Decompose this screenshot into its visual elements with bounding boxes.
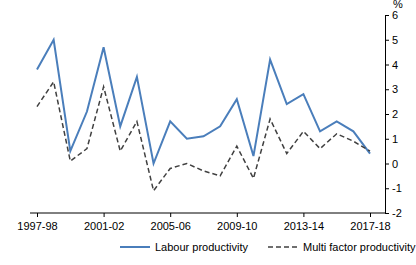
legend-label: Labour productivity (155, 241, 248, 253)
x-tick: 1997-98 (17, 213, 57, 232)
y-tick-label: 3 (392, 83, 398, 95)
x-tick-mark (237, 213, 238, 217)
y-tick-label: 5 (392, 34, 398, 46)
y-tick: -2 (385, 207, 402, 219)
x-tick-label: 2001-02 (84, 220, 124, 232)
y-tick-mark (385, 15, 389, 16)
x-tick: 2005-06 (151, 213, 191, 232)
x-tick-mark (303, 213, 304, 217)
y-tick-label: 2 (392, 108, 398, 120)
x-tick-label: 2017-18 (350, 220, 390, 232)
x-axis-line (30, 213, 385, 214)
x-tick: 2017-18 (350, 213, 390, 232)
y-tick-mark (385, 65, 389, 66)
x-tick-label: 2009-10 (217, 220, 257, 232)
series-line (37, 82, 370, 191)
x-tick-mark (104, 213, 105, 217)
chart: 1997-982001-022005-062009-102013-142017-… (0, 0, 416, 265)
y-tick-label: -1 (392, 182, 402, 194)
x-tick: 2009-10 (217, 213, 257, 232)
plot-area (37, 40, 370, 191)
y-tick-label: 4 (392, 59, 398, 71)
x-tick-mark (370, 213, 371, 217)
x-tick-label: 2013-14 (284, 220, 324, 232)
x-tick: 2001-02 (84, 213, 124, 232)
y-tick: 1 (385, 133, 398, 145)
x-tick-label: 2005-06 (151, 220, 191, 232)
y-tick: 3 (385, 83, 398, 95)
y-tick: 4 (385, 59, 398, 71)
y-tick: -1 (385, 182, 402, 194)
y-tick-label: 1 (392, 133, 398, 145)
y-tick-label: 6 (392, 9, 398, 21)
legend-label: Multi factor productivity (303, 241, 416, 253)
y-tick-mark (385, 89, 389, 90)
y-tick-label: -2 (392, 207, 402, 219)
y-tick-mark (385, 188, 389, 189)
y-tick-mark (385, 164, 389, 165)
y-tick-mark (385, 40, 389, 41)
x-tick-mark (170, 213, 171, 217)
y-tick-label: 0 (392, 158, 398, 170)
y-tick-mark (385, 114, 389, 115)
y-axis-title: % (393, 0, 403, 10)
y-axis: -2 -1 0 1 2 3 4 5 6 (385, 9, 402, 219)
legend-swatch (268, 246, 298, 248)
y-tick: 6 (385, 9, 398, 21)
series-line (37, 40, 370, 164)
x-axis: 1997-98 2001-02 2005-06 2009-10 2013-14 2017-… (17, 213, 390, 232)
y-tick: 5 (385, 34, 398, 46)
y-tick-mark (385, 213, 389, 214)
legend-swatch (120, 246, 150, 248)
y-tick: 2 (385, 108, 398, 120)
x-tick-mark (37, 213, 38, 217)
y-tick: 0 (385, 158, 398, 170)
legend: Labour productivity Multi factor producti… (120, 241, 416, 253)
x-tick: 2013-14 (284, 213, 324, 232)
y-tick-mark (385, 139, 389, 140)
x-tick-label: 1997-98 (17, 220, 57, 232)
